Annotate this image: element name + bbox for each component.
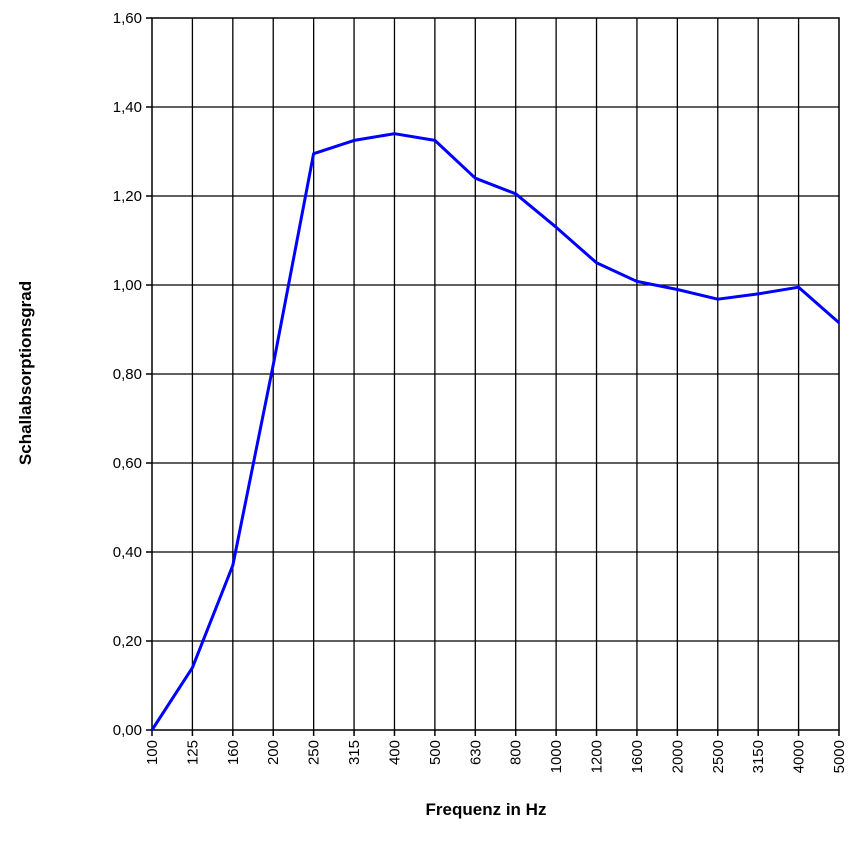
y-tick-label: 1,40 xyxy=(113,99,142,116)
data-point xyxy=(393,132,396,135)
x-tick-label: 1200 xyxy=(589,740,606,773)
x-tick-label: 4000 xyxy=(791,740,808,773)
x-tick-label: 630 xyxy=(467,740,484,765)
grid xyxy=(152,18,839,730)
data-point xyxy=(716,298,719,301)
data-point xyxy=(636,280,638,283)
data-point xyxy=(474,177,477,179)
series-line xyxy=(150,132,840,731)
x-tick-label: 500 xyxy=(427,740,444,765)
data-point xyxy=(232,564,234,567)
data-point xyxy=(595,261,598,264)
x-tick-label: 3150 xyxy=(750,740,767,773)
data-point xyxy=(353,139,355,142)
data-point xyxy=(151,729,153,731)
x-axis-title: Frequenz in Hz xyxy=(426,800,547,819)
x-tick-label: 100 xyxy=(144,740,161,765)
x-tick-label: 2500 xyxy=(710,740,727,773)
y-tick-label: 0,60 xyxy=(113,455,142,472)
y-axis-title: Schallabsorptionsgrad xyxy=(16,281,35,465)
x-tick-label: 2000 xyxy=(669,740,686,773)
data-point xyxy=(434,139,436,142)
plot-frame xyxy=(146,17,840,736)
x-tick-label: 1000 xyxy=(548,740,565,773)
data-point xyxy=(838,322,840,324)
data-point xyxy=(555,226,557,228)
data-point xyxy=(514,192,517,195)
x-tick-label: 1600 xyxy=(629,740,646,773)
data-point xyxy=(312,152,315,155)
data-point xyxy=(191,666,194,669)
y-tick-label: 0,00 xyxy=(113,722,142,739)
y-tick-label: 0,80 xyxy=(113,366,142,383)
x-tick-label: 5000 xyxy=(831,740,848,773)
y-tick-label: 1,20 xyxy=(113,188,142,205)
data-point xyxy=(676,288,679,291)
y-tick-label: 1,60 xyxy=(113,10,142,27)
series-layer xyxy=(150,132,840,731)
y-tick-labels: 0,00 0,20 0,40 0,60 0,80 1,00 1,20 1,40 1,60 xyxy=(113,10,142,739)
y-tick-label: 0,20 xyxy=(113,633,142,650)
x-tick-label: 160 xyxy=(225,740,242,765)
x-tick-label: 400 xyxy=(386,740,403,765)
y-tick-label: 1,00 xyxy=(113,277,142,294)
x-tick-label: 125 xyxy=(184,740,201,765)
data-point xyxy=(757,293,759,295)
data-point xyxy=(797,286,800,289)
x-tick-labels: 100 125 160 200 250 315 400 500 630 800 1000 1200 16… xyxy=(144,740,848,773)
data-point xyxy=(272,364,275,366)
x-tick-label: 200 xyxy=(265,740,282,765)
x-tick-label: 315 xyxy=(346,740,363,765)
x-tick-label: 800 xyxy=(508,740,525,765)
y-tick-label: 0,40 xyxy=(113,544,142,561)
x-tick-label: 250 xyxy=(306,740,323,765)
